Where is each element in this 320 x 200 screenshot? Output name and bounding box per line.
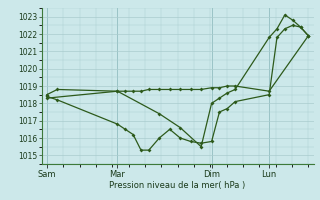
X-axis label: Pression niveau de la mer( hPa ): Pression niveau de la mer( hPa ) xyxy=(109,181,246,190)
